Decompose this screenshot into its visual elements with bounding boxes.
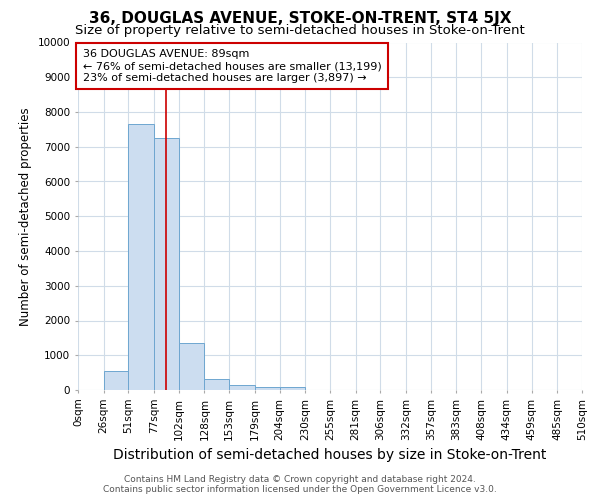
Text: Contains HM Land Registry data © Crown copyright and database right 2024.
Contai: Contains HM Land Registry data © Crown c…: [103, 474, 497, 494]
Text: 36 DOUGLAS AVENUE: 89sqm
← 76% of semi-detached houses are smaller (13,199)
23% : 36 DOUGLAS AVENUE: 89sqm ← 76% of semi-d…: [83, 50, 382, 82]
Bar: [280, 387, 305, 390]
Bar: [255, 386, 280, 390]
Text: Size of property relative to semi-detached houses in Stoke-on-Trent: Size of property relative to semi-detach…: [75, 24, 525, 37]
Y-axis label: Number of semi-detached properties: Number of semi-detached properties: [19, 107, 32, 326]
Text: 36, DOUGLAS AVENUE, STOKE-ON-TRENT, ST4 5JX: 36, DOUGLAS AVENUE, STOKE-ON-TRENT, ST4 …: [89, 11, 511, 26]
Bar: [205, 378, 229, 390]
X-axis label: Distribution of semi-detached houses by size in Stoke-on-Trent: Distribution of semi-detached houses by …: [113, 448, 547, 462]
Bar: [229, 385, 255, 390]
Bar: [128, 124, 154, 390]
Bar: [104, 371, 128, 390]
Bar: [179, 343, 205, 390]
Bar: [154, 138, 179, 390]
